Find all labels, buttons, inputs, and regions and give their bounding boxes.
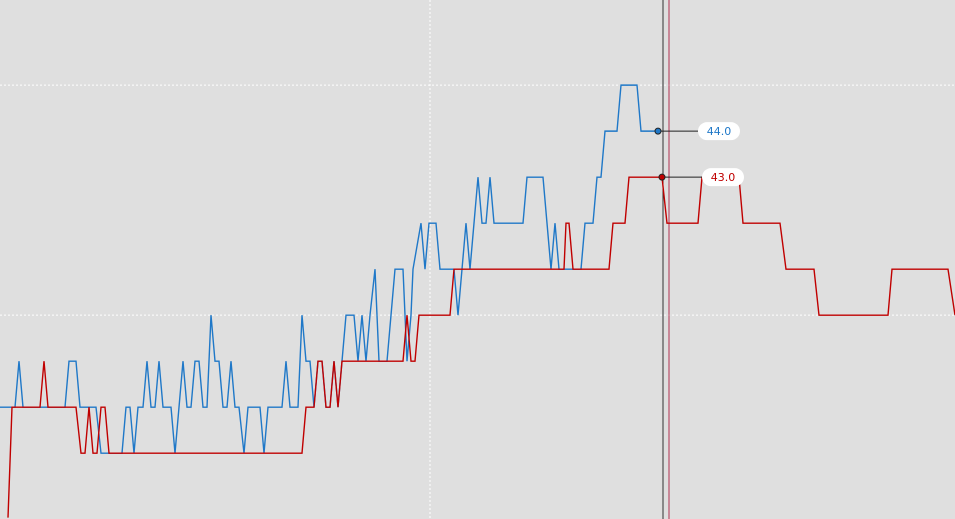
tooltip-dot <box>654 127 662 135</box>
tooltip-label: 43.0 <box>711 171 736 184</box>
tooltip-box <box>698 122 740 141</box>
tooltip-box <box>702 168 744 187</box>
series-line <box>7 176 955 518</box>
tooltip-label: 44.0 <box>707 125 732 138</box>
tooltip-dot <box>658 173 666 181</box>
plot: 44.0 43.0 <box>0 84 955 518</box>
